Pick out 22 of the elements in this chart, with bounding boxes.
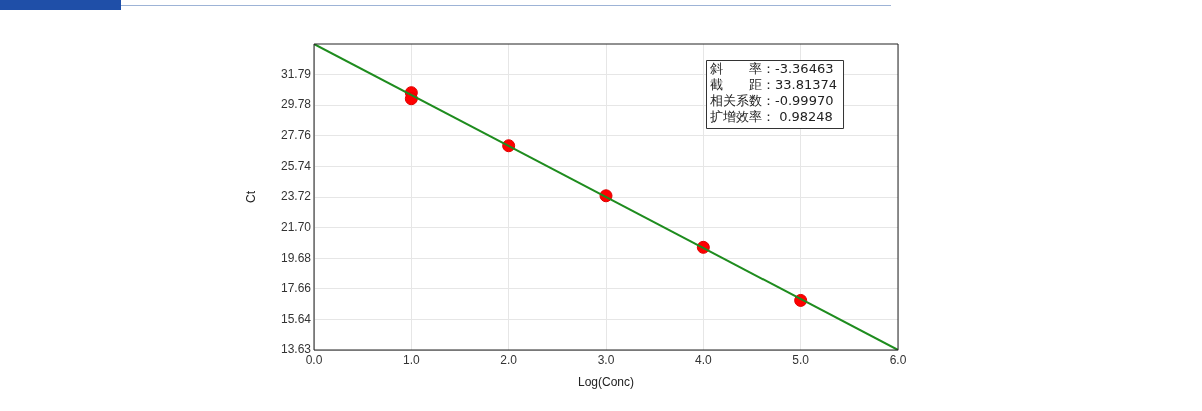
x-tick-label: 4.0 bbox=[694, 352, 712, 367]
annotation: 扩增效率： 0.98248 bbox=[710, 108, 833, 124]
y-tick-label: 19.68 bbox=[280, 250, 312, 265]
y-tick-label: 17.66 bbox=[280, 281, 312, 296]
y-tick-label: 21.70 bbox=[280, 219, 312, 234]
x-tick-label: 3.0 bbox=[597, 352, 615, 367]
x-tick-label: 2.0 bbox=[500, 352, 518, 367]
x-tick-label: 0.0 bbox=[305, 352, 323, 367]
y-axis-title: Ct bbox=[243, 190, 258, 203]
x-tick-label: 1.0 bbox=[402, 352, 420, 367]
y-tick-label: 31.79 bbox=[280, 66, 312, 81]
annotation: 相关系数：-0.99970 bbox=[710, 92, 834, 108]
y-tick-label: 29.78 bbox=[280, 97, 312, 112]
y-tick-label: 27.76 bbox=[280, 128, 312, 143]
y-tick-label: 15.64 bbox=[280, 311, 312, 326]
x-tick-label: 5.0 bbox=[792, 352, 810, 367]
y-tick-label: 25.74 bbox=[280, 158, 312, 173]
annotation: 斜 率：-3.36463 bbox=[710, 60, 834, 76]
x-axis-title: Log(Conc) bbox=[577, 375, 635, 390]
annotation: 截 距：33.81374 bbox=[710, 76, 838, 92]
x-tick-label: 6.0 bbox=[889, 352, 907, 367]
y-tick-label: 23.72 bbox=[280, 189, 312, 204]
